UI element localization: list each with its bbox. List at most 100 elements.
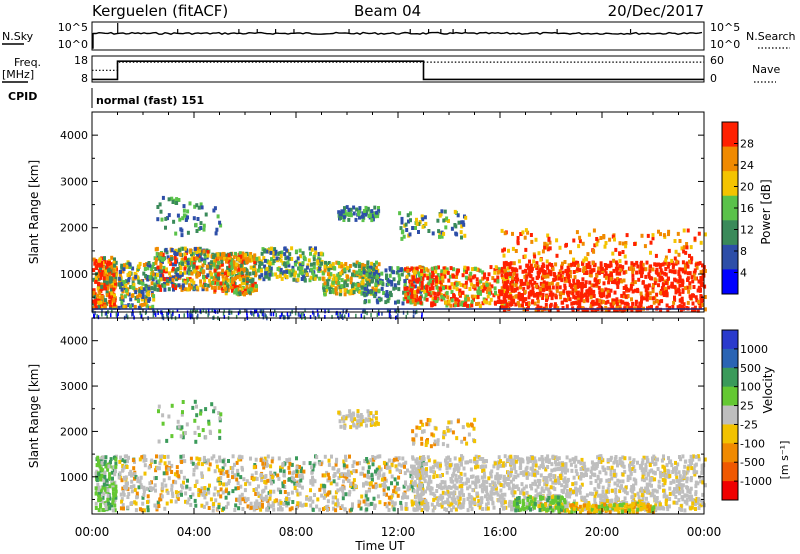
velocity-cell: [316, 497, 320, 502]
velocity-cell: [345, 464, 349, 469]
power-cell: [668, 269, 672, 274]
power-cell: [639, 261, 643, 266]
power-cell: [493, 268, 497, 272]
velocity-cell: [236, 468, 240, 473]
power-cell: [592, 294, 596, 298]
power-cell: [526, 230, 530, 235]
power-cell: [420, 214, 424, 219]
velocity-cell: [373, 506, 377, 510]
velocity-cell: [365, 459, 369, 464]
power-cell: [171, 267, 175, 271]
velocity-cell: [350, 507, 353, 512]
power-cell: [154, 267, 158, 271]
velocity-cell: [673, 487, 676, 492]
power-cell: [659, 232, 662, 237]
velocity-cell: [483, 474, 487, 479]
power-cell: [670, 284, 674, 289]
velocity-cell: [142, 508, 146, 513]
power-cell: [175, 252, 179, 257]
power-cell: [419, 300, 423, 305]
velocity-cell: [189, 495, 193, 499]
power-cell: [400, 236, 404, 241]
power-cell: [106, 286, 110, 291]
power-cell: [188, 283, 191, 288]
power-cell: [298, 248, 302, 253]
power-cell: [699, 294, 703, 298]
power-cell: [648, 268, 652, 273]
power-cell: [411, 275, 415, 280]
power-cell: [161, 312, 163, 317]
velocity-cell: [95, 463, 99, 468]
power-cell: [337, 314, 339, 319]
power-cell: [216, 252, 220, 257]
velocity-cell: [333, 472, 337, 476]
velocity-cell: [269, 478, 273, 483]
power-cell: [546, 265, 550, 270]
power-cell: [457, 281, 461, 286]
velocity-cell: [458, 494, 462, 499]
power-cell: [514, 294, 518, 299]
power-cell: [560, 274, 564, 279]
velocity-cell: [651, 460, 655, 464]
velocity-cell: [176, 497, 180, 501]
power-cell: [591, 260, 595, 265]
power-cell: [387, 296, 391, 301]
power-cell: [592, 228, 596, 233]
velocity-cell: [114, 462, 118, 466]
power-cell: [665, 303, 669, 308]
velocity-cell: [315, 455, 319, 460]
velocity-cell: [160, 494, 164, 499]
power-cell: [213, 268, 217, 273]
power-cell: [473, 294, 477, 299]
power-cell: [99, 263, 103, 268]
power-cell: [466, 296, 470, 301]
power-cell: [386, 308, 389, 313]
power-cell: [468, 275, 472, 280]
power-cell: [224, 279, 228, 284]
velocity-cell: [264, 474, 268, 478]
power-cell: [470, 303, 474, 308]
power-cell: [237, 289, 241, 294]
power-cell: [686, 300, 690, 305]
velocity-cell: [200, 462, 204, 467]
power-cell: [137, 305, 141, 310]
power-cell: [577, 280, 581, 285]
power-cell: [253, 288, 257, 293]
power-cell: [98, 291, 102, 296]
power-cell: [431, 231, 435, 236]
power-cell: [631, 270, 635, 274]
power-cell: [99, 306, 103, 310]
power-cell: [209, 282, 213, 287]
power-cell: [163, 284, 167, 289]
power-cell: [129, 285, 132, 290]
freq-tick-high: 18: [74, 54, 88, 67]
power-cell: [422, 273, 426, 278]
velocity-cell: [122, 465, 126, 470]
velocity-cell: [174, 490, 178, 495]
power-cell: [341, 263, 345, 268]
power-cell: [652, 300, 656, 305]
power-cell: [144, 296, 148, 301]
velocity-cell: [97, 472, 101, 477]
power-cell: [664, 281, 668, 286]
power-cell: [661, 277, 665, 282]
power-cell: [675, 259, 679, 264]
power-cell: [526, 305, 530, 309]
power-cell: [221, 274, 225, 279]
velocity-cell: [207, 506, 211, 510]
freq-trace: [92, 60, 704, 81]
velocity-cell: [484, 464, 488, 469]
power-cell: [630, 261, 634, 266]
power-cell: [397, 280, 401, 285]
power-cell: [256, 268, 260, 273]
power-cell: [580, 291, 583, 296]
power-cell: [603, 244, 607, 249]
power-cell: [161, 315, 164, 320]
velocity-cell: [193, 498, 197, 503]
velocity-cell: [186, 478, 189, 483]
velocity-cell: [129, 469, 133, 474]
velocity-cell: [239, 457, 243, 462]
velocity-cell: [412, 465, 415, 470]
power-cell: [428, 279, 432, 284]
velocity-cell: [239, 484, 243, 489]
